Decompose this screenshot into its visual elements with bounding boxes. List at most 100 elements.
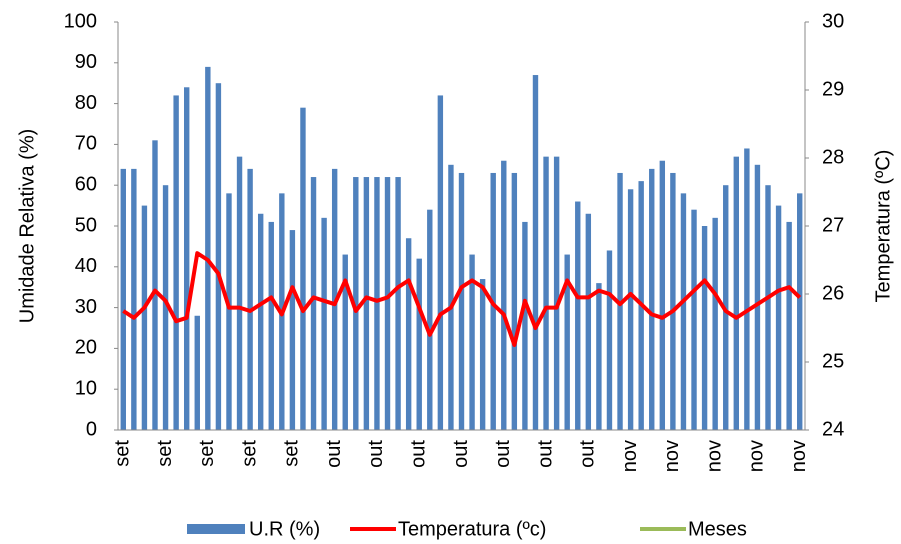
bar bbox=[606, 250, 613, 430]
y2-tick-label: 25 bbox=[822, 350, 844, 372]
bar bbox=[469, 254, 475, 430]
bar bbox=[775, 205, 782, 430]
y-tick-label: 80 bbox=[75, 92, 97, 114]
x-tick-label: set bbox=[112, 440, 134, 467]
bar bbox=[448, 164, 454, 431]
y2-tick-label: 26 bbox=[822, 282, 844, 304]
y-tick-label: 60 bbox=[75, 173, 97, 195]
y-tick-label: 70 bbox=[75, 133, 97, 155]
legend-label: Meses bbox=[688, 518, 747, 540]
bar bbox=[384, 177, 391, 430]
y-tick-label: 40 bbox=[75, 255, 97, 277]
bar bbox=[310, 177, 317, 430]
y2-tick-label: 27 bbox=[822, 214, 844, 236]
x-tick-label: out bbox=[323, 440, 345, 468]
bar bbox=[194, 315, 200, 430]
bar bbox=[596, 283, 602, 430]
y-tick-label: 30 bbox=[75, 296, 97, 318]
y-tick-label: 50 bbox=[75, 214, 97, 236]
bar bbox=[511, 172, 518, 430]
y2-tick-label: 28 bbox=[822, 146, 844, 168]
bar bbox=[437, 95, 444, 430]
line bbox=[122, 251, 802, 347]
x-tick-label: out bbox=[492, 440, 514, 468]
bar bbox=[765, 185, 771, 430]
y-tick-label: 90 bbox=[75, 51, 97, 73]
bar bbox=[247, 168, 253, 430]
bar bbox=[152, 140, 158, 430]
bar bbox=[405, 238, 412, 430]
bar bbox=[797, 193, 803, 430]
x-tick-label: set bbox=[238, 440, 260, 467]
bar bbox=[733, 156, 739, 430]
bar bbox=[670, 172, 676, 430]
bar bbox=[575, 201, 581, 430]
bar bbox=[257, 213, 264, 430]
bar bbox=[479, 279, 486, 430]
bar bbox=[268, 221, 274, 430]
x-tick-label: out bbox=[577, 440, 599, 468]
x-tick-label: set bbox=[196, 440, 218, 467]
x-tick-label: nov bbox=[619, 440, 641, 472]
x-tick-label: out bbox=[365, 440, 387, 468]
bar bbox=[120, 168, 126, 430]
bar bbox=[543, 156, 549, 430]
bar bbox=[564, 254, 570, 430]
x-tick-label: nov bbox=[788, 440, 810, 472]
bar bbox=[501, 160, 507, 430]
bar bbox=[701, 226, 708, 430]
bar bbox=[744, 148, 750, 431]
bar bbox=[395, 177, 401, 430]
x-tick-label: nov bbox=[703, 440, 725, 472]
x-tick-label: out bbox=[450, 440, 472, 468]
bar bbox=[522, 221, 528, 430]
y2-axis-title: Temperatura (ºC) bbox=[872, 150, 894, 303]
bar bbox=[141, 205, 148, 430]
bar bbox=[786, 221, 792, 430]
legend-label: U.R (%) bbox=[249, 518, 320, 540]
bar bbox=[236, 156, 243, 430]
y2-tick-label: 30 bbox=[822, 10, 844, 32]
bar bbox=[754, 164, 761, 431]
bar bbox=[553, 156, 560, 430]
y2-tick-label: 29 bbox=[822, 78, 844, 100]
y-tick-label: 100 bbox=[64, 10, 97, 32]
bar bbox=[226, 193, 232, 430]
bar bbox=[173, 95, 179, 430]
bar bbox=[532, 75, 539, 430]
y2-tick-label: 24 bbox=[822, 418, 844, 440]
legend-label: Temperatura (ºc) bbox=[398, 518, 546, 540]
x-tick-label: out bbox=[534, 440, 556, 468]
bar bbox=[585, 213, 592, 430]
x-tick-label: nov bbox=[661, 440, 683, 472]
bar bbox=[215, 83, 222, 430]
legend-swatch bbox=[187, 524, 245, 534]
x-tick-label: out bbox=[408, 440, 430, 468]
bar bbox=[205, 66, 211, 430]
bar bbox=[627, 189, 634, 430]
bar bbox=[131, 168, 137, 430]
x-tick-label: nov bbox=[746, 440, 768, 472]
bar bbox=[300, 107, 306, 431]
bar bbox=[691, 209, 697, 430]
bar bbox=[649, 168, 655, 430]
bar bbox=[680, 193, 687, 430]
y-axis-title: Umidade Relativa (%) bbox=[16, 129, 38, 324]
x-tick-label: set bbox=[154, 440, 176, 467]
bar bbox=[712, 217, 718, 430]
bar bbox=[342, 254, 348, 430]
bar bbox=[162, 185, 169, 430]
bar bbox=[184, 87, 190, 430]
y-tick-label: 20 bbox=[75, 337, 97, 359]
bar bbox=[321, 217, 327, 430]
bar bbox=[458, 172, 465, 430]
bar bbox=[353, 177, 359, 430]
bar bbox=[427, 209, 433, 430]
bar bbox=[289, 230, 296, 430]
x-tick-label: set bbox=[281, 440, 303, 467]
bar bbox=[416, 258, 422, 430]
bar bbox=[659, 160, 666, 430]
bar bbox=[363, 177, 370, 430]
y-tick-label: 0 bbox=[86, 418, 97, 440]
